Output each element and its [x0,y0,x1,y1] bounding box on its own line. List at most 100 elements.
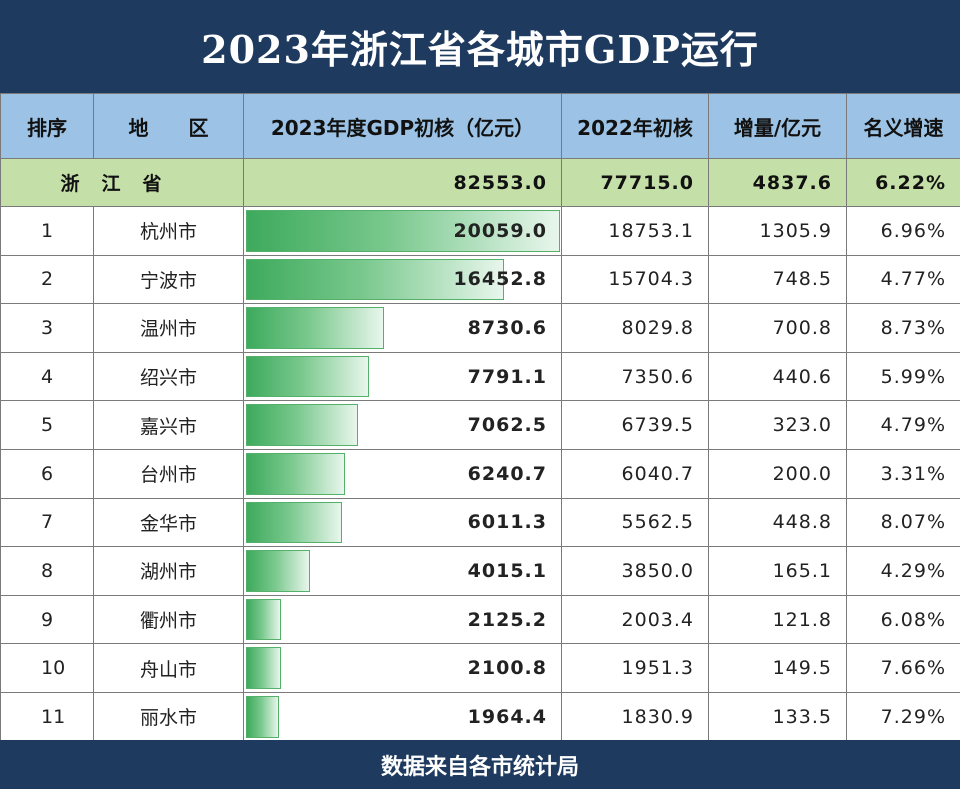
gdp2022-cell: 8029.8 [561,303,709,353]
province-name: 浙江省 [0,158,244,207]
gdp2023-cell: 6011.3 [243,497,562,548]
gdp2023-cell: 16452.8 [243,254,562,305]
city-name-cell: 金华市 [93,497,244,548]
gdp2022-cell: 6040.7 [561,448,709,499]
gdp2023-value: 7791.1 [467,365,547,388]
city-name-cell: 湖州市 [93,546,244,596]
table-row: 4 绍兴市 7791.1 7350.6 440.6 5.99% [0,351,960,402]
growth-cell: 6.96% [846,206,960,256]
table-row: 10 舟山市 2100.8 1951.3 149.5 7.66% [0,643,960,693]
increase-cell: 448.8 [708,497,847,548]
increase-cell: 700.8 [708,303,847,353]
increase-cell: 1305.9 [708,206,847,256]
gdp2023-value: 7062.5 [467,414,547,437]
gdp-bar [246,210,560,252]
rank-cell: 5 [0,400,94,450]
city-name-cell: 宁波市 [93,254,244,305]
rank-cell: 2 [0,254,94,305]
growth-cell: 7.66% [846,643,960,693]
rank-cell: 1 [0,206,94,256]
gdp-bar [246,404,358,446]
gdp2023-value: 2100.8 [467,657,547,680]
gdp2022-cell: 18753.1 [561,206,709,256]
increase-cell: 323.0 [708,400,847,450]
city-name-cell: 绍兴市 [93,351,244,402]
city-name-cell: 杭州市 [93,206,244,256]
province-gdp2023: 82553.0 [243,158,562,207]
city-name-cell: 台州市 [93,448,244,499]
rank-cell: 11 [0,691,94,742]
gdp2023-cell: 2125.2 [243,594,562,645]
growth-cell: 4.29% [846,546,960,596]
growth-cell: 8.73% [846,303,960,353]
increase-cell: 133.5 [708,691,847,742]
column-header-row: 排序 地 区 2023年度GDP初核（亿元） 2022年初核 增量/亿元 名义增… [0,93,960,159]
city-name-cell: 衢州市 [93,594,244,645]
gdp2022-cell: 1951.3 [561,643,709,693]
source-footer: 数据来自各市统计局 [0,740,960,789]
gdp2023-cell: 2100.8 [243,643,562,693]
rank-cell: 9 [0,594,94,645]
gdp2023-value: 6240.7 [467,462,547,485]
growth-cell: 8.07% [846,497,960,548]
gdp2022-cell: 2003.4 [561,594,709,645]
gdp2023-value: 6011.3 [467,511,547,534]
growth-cell: 4.77% [846,254,960,305]
table-row: 5 嘉兴市 7062.5 6739.5 323.0 4.79% [0,400,960,450]
chart-title: 2023年浙江省各城市GDP运行 [0,0,960,93]
gdp-bar [246,307,384,349]
gdp2022-cell: 5562.5 [561,497,709,548]
gdp2023-value: 16452.8 [453,268,547,291]
gdp2022-cell: 1830.9 [561,691,709,742]
table-row: 1 杭州市 20059.0 18753.1 1305.9 6.96% [0,206,960,256]
gdp2022-cell: 3850.0 [561,546,709,596]
table-row: 6 台州市 6240.7 6040.7 200.0 3.31% [0,448,960,499]
gdp2023-cell: 1964.4 [243,691,562,742]
province-growth: 6.22% [846,158,960,207]
increase-cell: 440.6 [708,351,847,402]
province-increase: 4837.6 [708,158,847,207]
gdp-table: 排序 地 区 2023年度GDP初核（亿元） 2022年初核 增量/亿元 名义增… [0,93,960,742]
gdp2023-value: 2125.2 [467,608,547,631]
gdp2023-value: 20059.0 [453,219,547,242]
increase-cell: 165.1 [708,546,847,596]
gdp2023-cell: 8730.6 [243,303,562,353]
city-name-cell: 温州市 [93,303,244,353]
column-header-increase: 增量/亿元 [708,93,847,159]
rank-cell: 6 [0,448,94,499]
table-row: 7 金华市 6011.3 5562.5 448.8 8.07% [0,497,960,548]
province-gdp2022: 77715.0 [561,158,709,207]
gdp-bar [246,452,345,495]
increase-cell: 121.8 [708,594,847,645]
table-row: 9 衢州市 2125.2 2003.4 121.8 6.08% [0,594,960,645]
gdp-bar [246,695,279,738]
gdp-bar [246,647,281,689]
growth-cell: 3.31% [846,448,960,499]
city-name-cell: 嘉兴市 [93,400,244,450]
column-header-growth: 名义增速 [846,93,960,159]
increase-cell: 149.5 [708,643,847,693]
gdp2023-cell: 7062.5 [243,400,562,450]
rank-cell: 10 [0,643,94,693]
gdp-bar [246,501,342,544]
gdp2023-value: 4015.1 [467,559,547,582]
city-name-cell: 丽水市 [93,691,244,742]
gdp2022-cell: 15704.3 [561,254,709,305]
gdp2022-cell: 6739.5 [561,400,709,450]
gdp2023-cell: 6240.7 [243,448,562,499]
gdp-bar [246,355,369,398]
rank-cell: 4 [0,351,94,402]
rank-cell: 8 [0,546,94,596]
column-header-gdp2023: 2023年度GDP初核（亿元） [243,93,562,159]
city-name-cell: 舟山市 [93,643,244,693]
column-header-rank: 排序 [0,93,94,159]
gdp2023-value: 1964.4 [467,705,547,728]
rank-cell: 7 [0,497,94,548]
table-row: 8 湖州市 4015.1 3850.0 165.1 4.29% [0,546,960,596]
growth-cell: 5.99% [846,351,960,402]
rank-cell: 3 [0,303,94,353]
province-row: 浙江省 82553.0 77715.0 4837.6 6.22% [0,158,960,207]
gdp2023-value: 8730.6 [467,316,547,339]
gdp2023-cell: 4015.1 [243,546,562,596]
